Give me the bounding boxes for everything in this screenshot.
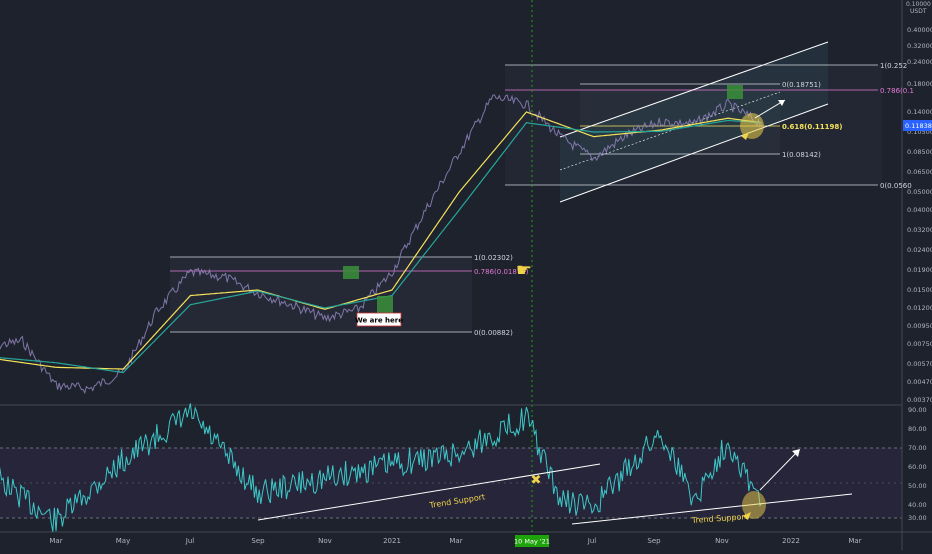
green-box-1 (343, 266, 359, 279)
fib-zone-2 (505, 65, 882, 185)
we-are-here-box (356, 312, 402, 327)
price-tick-label: 0.00470 (907, 378, 932, 386)
price-tick-label: 0.10500 (907, 128, 932, 136)
date-badge-label: 10 May '21 (514, 538, 550, 546)
projection-arrow-rsi (759, 450, 799, 491)
price-tick-label: 0.32000 (907, 42, 932, 50)
price-tick-label: 0.00750 (907, 340, 932, 348)
highlight-circle-rsi (742, 491, 766, 519)
price-axis-header: 0.10000 (906, 1, 931, 8)
time-tick-label: 2022 (782, 537, 800, 545)
time-tick-label: Mar (848, 537, 861, 545)
current-price-label: 0.11838 (905, 122, 932, 130)
trend-support-line-1 (257, 463, 601, 521)
time-tick-label: Jul (587, 537, 597, 545)
price-tick-label: 0.24000 (907, 58, 932, 66)
highlight-circle-price (740, 113, 764, 139)
green-box-3 (727, 85, 743, 99)
time-tick-label: Nov (715, 537, 729, 545)
ema-slow-line (0, 119, 762, 374)
pointer-hand-icon: ☛ (516, 260, 532, 281)
time-tick-label: Nov (318, 537, 332, 545)
fib3-level-0-label: 0(0.18751) (782, 81, 821, 89)
time-tick-label: 2021 (383, 537, 401, 545)
price-tick-label: 0.01500 (907, 286, 932, 294)
rsi-tick-label: 30.00 (908, 514, 927, 522)
we-are-here-label: We are here (355, 317, 403, 325)
fib3-level-1-label: 1(0.08142) (782, 151, 821, 159)
fib1-level-0-label: 0(0.00882) (474, 329, 513, 337)
fib2-level-0-label: 0(0.0560 (880, 182, 912, 190)
arrow-head-rsi (743, 512, 751, 520)
fib1-level-1-label: 1(0.02302) (474, 254, 513, 262)
price-tick-label: 0.08500 (907, 148, 932, 156)
arrow-head-price (741, 132, 749, 140)
trend-support-label-2: Trend Support (691, 512, 749, 525)
price-tick-label: 0.03200 (907, 226, 932, 234)
price-tick-label: 0.06500 (907, 168, 932, 176)
time-tick-label: Mar (49, 537, 62, 545)
price-tick-label: 0.00950 (907, 322, 932, 330)
price-tick-label: 0.01200 (907, 304, 932, 312)
trend-support-line-2 (571, 493, 853, 525)
price-axis-unit: USDT (910, 8, 927, 15)
rsi-series-line (0, 403, 762, 532)
date-badge (515, 535, 549, 547)
price-tick-label: 0.40000 (907, 26, 932, 34)
fib1-level-0786-label: 0.786(0.01875) (474, 268, 529, 276)
time-tick-label: Mar (449, 537, 462, 545)
cross-mark-icon: ✖ (531, 473, 542, 488)
price-tick-label: 0.01900 (907, 266, 932, 274)
current-price-badge (903, 120, 932, 131)
rsi-tick-label: 40.00 (908, 501, 927, 509)
fib2-level-1-label: 1(0.252 (880, 62, 907, 70)
price-tick-label: 0.02400 (907, 246, 932, 254)
green-box-2 (377, 296, 393, 313)
fib3-level-0618-label: 0.618(0.11198) (782, 123, 842, 131)
rsi-tick-label: 70.00 (908, 444, 927, 452)
price-tick-label: 0.00570 (907, 360, 932, 368)
channel-lower (559, 103, 829, 203)
fib2-level-0786-label: 0.786(0.1 (880, 87, 914, 95)
ema-fast-line (0, 111, 762, 370)
price-tick-label: 0.14000 (907, 108, 932, 116)
projection-arrowhead-price (778, 100, 785, 106)
channel-fill (560, 42, 828, 202)
time-tick-label: Jul (185, 537, 195, 545)
channel-mid (559, 91, 781, 171)
price-tick-label: 0.05000 (907, 188, 932, 196)
rsi-tick-label: 60.00 (908, 463, 927, 471)
rsi-tick-label: 80.00 (908, 425, 927, 433)
price-tick-label: 0.04000 (907, 206, 932, 214)
price-tick-label: 0.00370 (907, 396, 932, 404)
rsi-tick-label: 50.00 (908, 482, 927, 490)
time-tick-label: Sep (647, 537, 661, 545)
rsi-tick-label: 90.00 (908, 406, 927, 414)
price-tick-label: 0.18000 (907, 80, 932, 88)
fib-zone-1 (170, 257, 472, 332)
projection-arrowhead-rsi (792, 449, 800, 457)
time-tick-label: Sep (251, 537, 265, 545)
channel-upper (559, 41, 829, 138)
time-tick-label: May (116, 537, 130, 545)
